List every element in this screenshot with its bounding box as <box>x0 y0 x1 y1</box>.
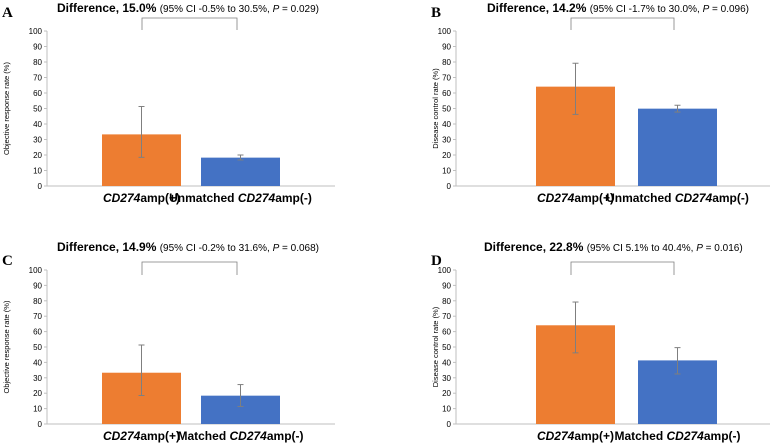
y-tick-label: 40 <box>33 358 42 367</box>
y-tick-label: 70 <box>33 74 42 83</box>
difference-title: Difference, 15.0% (95% CI -0.5% to 30.5%… <box>57 1 319 15</box>
difference-title: Difference, 22.8% (95% CI 5.1% to 40.4%,… <box>484 240 743 254</box>
y-tick-label: 0 <box>447 182 452 191</box>
y-tick-label: 0 <box>447 420 452 429</box>
panel-a: A Difference, 15.0% (95% CI -0.5% to 30.5… <box>2 1 335 205</box>
category-label: CD274amp(+) <box>537 191 614 205</box>
y-tick-label: 60 <box>33 89 42 98</box>
difference-title: Difference, 14.9% (95% CI -0.2% to 31.6%… <box>57 240 319 254</box>
y-tick-label: 70 <box>442 312 451 321</box>
y-tick-label: 30 <box>442 374 451 383</box>
y-tick-label: 10 <box>33 405 42 414</box>
y-tick-label: 30 <box>442 136 451 145</box>
y-tick-label: 40 <box>442 120 451 129</box>
y-tick-label: 90 <box>33 281 42 290</box>
panel-letter: D <box>431 253 442 269</box>
y-tick-label: 20 <box>33 389 42 398</box>
y-axis-label: Objective response rate (%) <box>2 300 11 393</box>
ci-text: (95% CI -1.7% to 30.0%, <box>590 4 703 15</box>
y-tick-label: 10 <box>442 405 451 414</box>
y-tick-label: 20 <box>33 151 42 160</box>
comparison-bracket <box>570 261 675 275</box>
panel-letter: C <box>2 253 13 269</box>
y-tick-label: 70 <box>442 74 451 83</box>
panel-letter: A <box>2 5 13 21</box>
category-label: Matched CD274amp(-) <box>614 429 740 443</box>
y-tick-label: 30 <box>33 136 42 145</box>
y-axis-label: Disease control rate (%) <box>431 68 440 149</box>
difference-value: Difference, 14.9% <box>57 240 160 254</box>
y-tick-label: 80 <box>33 297 42 306</box>
category-label: Unmatched CD274amp(-) <box>606 191 749 205</box>
panel-letter: B <box>431 5 441 21</box>
y-tick-label: 90 <box>442 281 451 290</box>
y-tick-label: 10 <box>442 167 451 176</box>
y-tick-label: 90 <box>33 43 42 52</box>
category-label: CD274amp(+) <box>103 191 180 205</box>
y-tick-label: 40 <box>33 120 42 129</box>
category-label: CD274amp(+) <box>103 429 180 443</box>
y-tick-label: 60 <box>33 328 42 337</box>
difference-value: Difference, 14.2% <box>487 1 590 15</box>
category-label: Matched CD274amp(-) <box>177 429 303 443</box>
difference-value: Difference, 22.8% <box>484 240 587 254</box>
difference-title: Difference, 14.2% (95% CI -1.7% to 30.0%… <box>487 1 749 15</box>
category-label: CD274amp(+) <box>537 429 614 443</box>
y-tick-label: 20 <box>442 151 451 160</box>
bar-amp-negative <box>201 157 280 186</box>
y-tick-label: 50 <box>33 105 42 114</box>
y-tick-label: 10 <box>33 167 42 176</box>
y-tick-label: 100 <box>29 266 43 275</box>
y-tick-label: 80 <box>33 58 42 67</box>
panel-d: D Difference, 22.8% (95% CI 5.1% to 40.4%… <box>431 240 770 443</box>
comparison-bracket <box>141 261 238 275</box>
y-tick-label: 100 <box>438 266 452 275</box>
y-tick-label: 0 <box>38 182 43 191</box>
y-axis-label: Disease control rate (%) <box>431 306 440 387</box>
category-label: Unmatched CD274amp(-) <box>169 191 312 205</box>
y-tick-label: 60 <box>442 328 451 337</box>
p-value: = 0.096) <box>709 4 749 15</box>
p-label: P <box>696 243 703 254</box>
comparison-bracket <box>141 17 238 30</box>
comparison-bracket <box>570 17 675 30</box>
p-value: = 0.068) <box>279 243 319 254</box>
y-tick-label: 100 <box>438 27 452 36</box>
panel-b: B Difference, 14.2% (95% CI -1.7% to 30.0… <box>431 1 770 205</box>
ci-text: (95% CI 5.1% to 40.4%, <box>587 243 697 254</box>
y-tick-label: 90 <box>442 43 451 52</box>
ci-text: (95% CI -0.2% to 31.6%, <box>160 243 273 254</box>
ci-text: (95% CI -0.5% to 30.5%, <box>160 4 273 15</box>
difference-value: Difference, 15.0% <box>57 1 160 15</box>
y-tick-label: 50 <box>442 105 451 114</box>
y-tick-label: 50 <box>33 343 42 352</box>
y-tick-label: 80 <box>442 58 451 67</box>
y-tick-label: 70 <box>33 312 42 321</box>
y-tick-label: 60 <box>442 89 451 98</box>
y-tick-label: 30 <box>33 374 42 383</box>
p-label: P <box>703 4 710 15</box>
p-value: = 0.029) <box>279 4 319 15</box>
y-tick-label: 100 <box>29 27 43 36</box>
bar-amp-negative <box>638 108 717 186</box>
y-tick-label: 40 <box>442 358 451 367</box>
y-tick-label: 50 <box>442 343 451 352</box>
panel-c: C Difference, 14.9% (95% CI -0.2% to 31.6… <box>2 240 335 443</box>
y-axis-label: Objective response rate (%) <box>2 62 11 155</box>
p-value: = 0.016) <box>703 243 743 254</box>
y-tick-label: 20 <box>442 389 451 398</box>
p-label: P <box>273 243 280 254</box>
y-tick-label: 80 <box>442 297 451 306</box>
y-tick-label: 0 <box>38 420 43 429</box>
p-label: P <box>273 4 280 15</box>
